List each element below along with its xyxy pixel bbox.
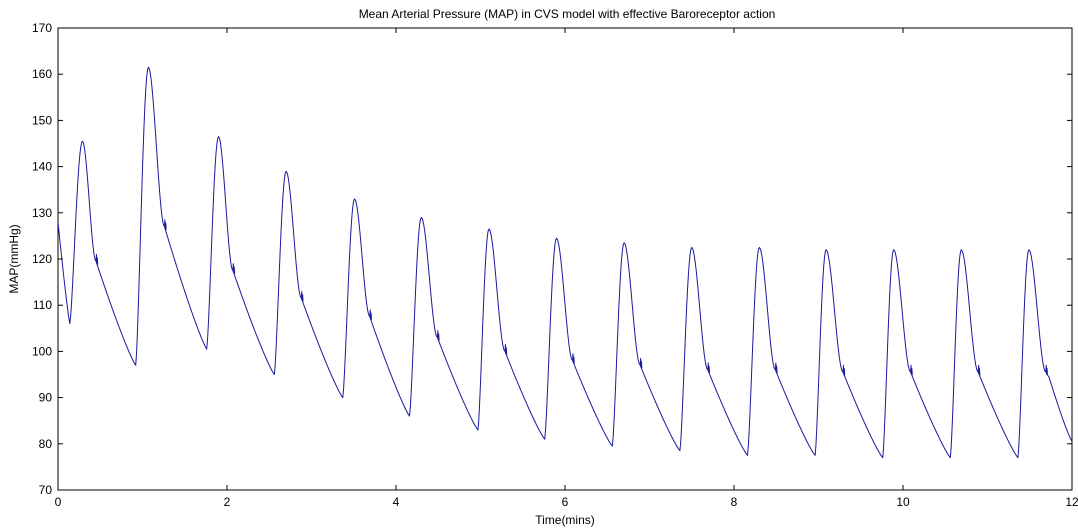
x-tick-label: 12 (1065, 495, 1078, 509)
x-axis-title: Time(mins) (535, 513, 595, 527)
map-series-line (57, 66, 1073, 459)
y-tick-label: 140 (32, 160, 52, 174)
y-tick-label: 170 (32, 21, 52, 35)
y-tick-label: 150 (32, 113, 52, 127)
y-tick-label: 80 (39, 437, 53, 451)
y-tick-label: 130 (32, 206, 52, 220)
y-tick-label: 90 (39, 391, 53, 405)
x-tick-label: 2 (224, 495, 231, 509)
x-tick-label: 8 (731, 495, 738, 509)
y-tick-label: 70 (39, 483, 53, 497)
x-tick-label: 4 (393, 495, 400, 509)
x-tick-label: 0 (55, 495, 62, 509)
y-axis-ticks: 70 80 90 100 110 120 130 140 150 160 170 (32, 21, 1072, 497)
y-tick-label: 110 (33, 298, 52, 312)
y-tick-label: 160 (32, 67, 52, 81)
y-axis-title: MAP(mmHg) (7, 224, 21, 293)
x-axis-ticks: 0 2 4 6 8 10 12 (55, 28, 1078, 509)
x-tick-label: 10 (896, 495, 910, 509)
x-tick-label: 6 (562, 495, 569, 509)
plot-area: 70 80 90 100 110 120 130 140 150 160 170 0 2 4 6 8 10 12 (32, 21, 1078, 509)
y-tick-label: 120 (32, 252, 52, 266)
plot-frame (57, 27, 1073, 491)
chart-title: Mean Arterial Pressure (MAP) in CVS mode… (359, 7, 776, 21)
y-tick-label: 100 (32, 344, 52, 358)
